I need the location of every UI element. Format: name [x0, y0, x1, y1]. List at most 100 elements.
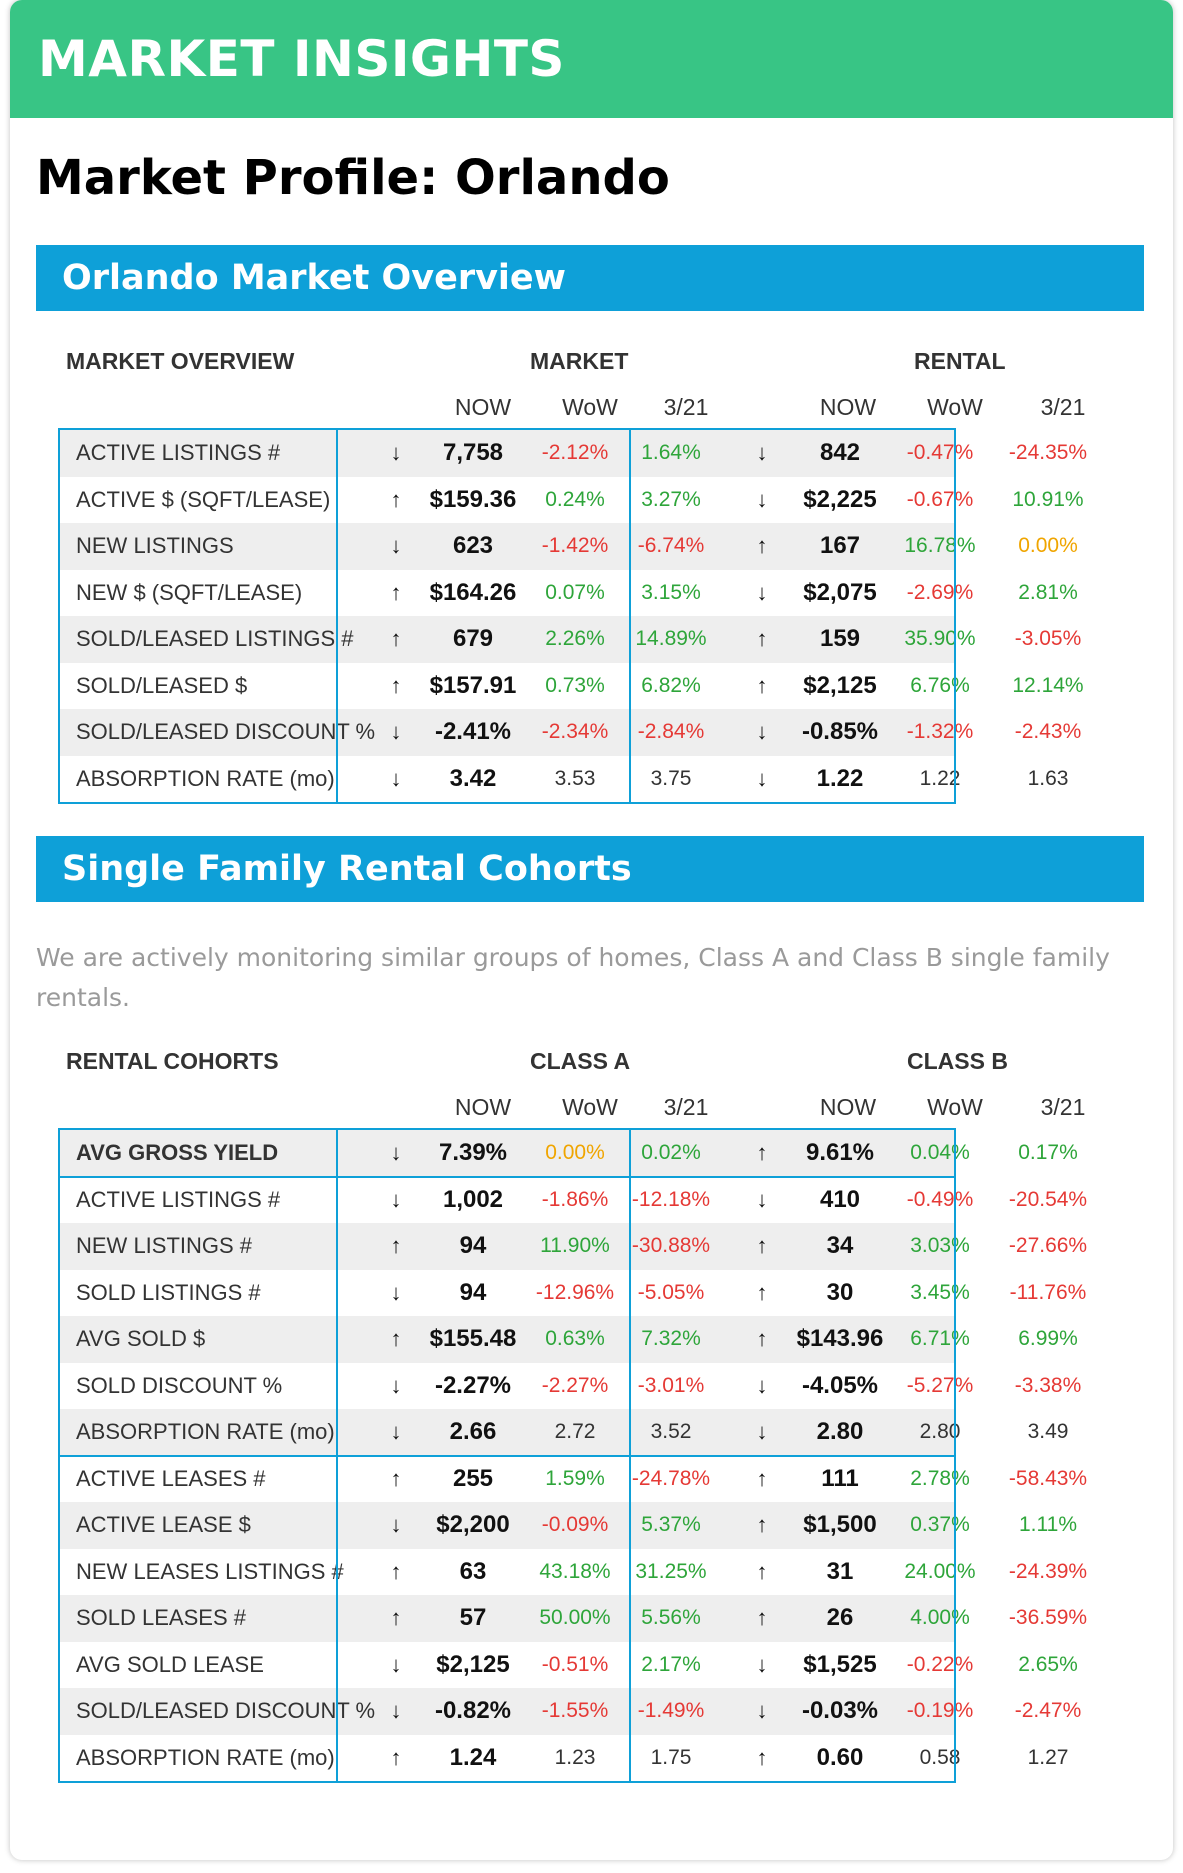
cohorts-sub-now-b: NOW [819, 1094, 877, 1120]
overview-sub-now-b: NOW [819, 394, 877, 420]
value-now: $2,200 [436, 1511, 510, 1539]
value-wow: -0.51% [541, 1652, 609, 1676]
value-date: -1.49% [637, 1699, 705, 1723]
value-wow: 24.00% [904, 1559, 976, 1583]
table-row: NEW LISTINGS # ↑ 94 11.90% -30.88% ↑ 34 3.03% -2… [60, 1223, 1087, 1270]
value-wow: -0.22% [906, 1652, 974, 1676]
value-wow: -2.34% [541, 720, 609, 744]
row-label: SOLD DISCOUNT % [76, 1372, 283, 1398]
value-wow: -5.27% [906, 1373, 974, 1397]
row-label: AVG GROSS YIELD [76, 1140, 279, 1166]
overview-sub-wow-b: WoW [927, 394, 983, 420]
value-now: 2.80 [816, 1418, 864, 1446]
value-wow: -2.69% [906, 580, 974, 604]
trend-arrow-icon: ↓ [390, 533, 402, 559]
value-now: 2.66 [449, 1418, 497, 1446]
value-now: -2.41% [434, 718, 512, 746]
cohorts-sub-date-a: 3/21 [663, 1094, 709, 1120]
row-label: ACTIVE LISTINGS # [76, 440, 281, 466]
value-wow: 6.76% [910, 673, 970, 697]
value-now: 26 [826, 1604, 854, 1632]
trend-arrow-icon: ↑ [390, 579, 402, 605]
value-now: $2,125 [803, 671, 877, 699]
value-date: -5.05% [637, 1280, 705, 1304]
value-date: -24.39% [1008, 1559, 1088, 1583]
value-wow: 3.45% [910, 1280, 970, 1304]
column-divider [336, 428, 338, 804]
value-wow: 0.04% [910, 1141, 970, 1165]
table-row: SOLD/LEASED $ ↑ $157.91 0.73% 6.82% ↑ $2,125 6.… [60, 663, 1084, 710]
value-now: 111 [821, 1464, 859, 1492]
value-wow: 1.59% [545, 1466, 605, 1490]
group-divider [58, 1454, 956, 1457]
value-wow: 4.00% [910, 1606, 970, 1630]
cohorts-group-class-a: CLASS A [530, 1048, 631, 1074]
table-row: SOLD/LEASED LISTINGS # ↑ 679 2.26% 14.89% ↑ 15… [60, 616, 1081, 663]
row-label: SOLD/LEASED LISTINGS # [76, 626, 354, 652]
value-wow: 0.24% [545, 487, 605, 511]
value-date: -6.74% [637, 534, 705, 558]
cohorts-sub-wow-b: WoW [927, 1094, 983, 1120]
table-row: ABSORPTION RATE (mo) ↓ 2.66 2.72 3.52 ↓ 2.80 2.… [60, 1409, 1068, 1456]
group-divider [58, 1175, 956, 1178]
value-now: 30 [826, 1278, 854, 1306]
value-now: 842 [819, 439, 861, 467]
row-label: ACTIVE LISTINGS # [76, 1186, 281, 1212]
value-date: 31.25% [635, 1559, 707, 1583]
value-now: $157.91 [429, 671, 517, 699]
trend-arrow-icon: ↓ [390, 1372, 402, 1398]
value-wow: 6.71% [910, 1327, 970, 1351]
value-now: -2.27% [434, 1371, 512, 1399]
value-wow: 2.26% [545, 627, 605, 651]
value-now: $1,525 [803, 1650, 877, 1678]
value-wow: 11.90% [540, 1234, 610, 1258]
value-date: 12.14% [1012, 673, 1084, 697]
row-label: NEW LISTINGS # [76, 1233, 253, 1259]
value-date: -11.76% [1009, 1280, 1087, 1304]
value-date: 2.17% [641, 1652, 701, 1676]
value-wow: 16.78% [904, 534, 976, 558]
cohorts-section-title: Single Family Rental Cohorts [36, 836, 1144, 902]
value-date: 14.89% [635, 627, 707, 651]
table-row: AVG GROSS YIELD ↓ 7.39% 0.00% 0.02% ↑ 9.61% 0.0… [60, 1130, 1078, 1177]
trend-arrow-icon: ↑ [756, 533, 768, 559]
value-date: 0.00% [1018, 534, 1078, 558]
row-label: ACTIVE LEASES # [76, 1465, 266, 1491]
value-now: 623 [452, 532, 494, 560]
value-now: $2,225 [803, 485, 877, 513]
overview-sub-wow-a: WoW [562, 394, 618, 420]
trend-arrow-icon: ↓ [390, 1698, 402, 1724]
value-wow: 43.18% [539, 1559, 611, 1583]
trend-arrow-icon: ↓ [756, 719, 768, 745]
table-row: SOLD/LEASED DISCOUNT % ↓ -0.82% -1.55% -1.49… [60, 1688, 1081, 1735]
value-wow: -2.27% [541, 1373, 609, 1397]
trend-arrow-icon: ↑ [756, 1279, 768, 1305]
value-date: -2.43% [1014, 720, 1082, 744]
trend-arrow-icon: ↑ [756, 672, 768, 698]
value-now: $159.36 [429, 485, 517, 513]
value-date: 1.63 [1027, 766, 1069, 790]
trend-arrow-icon: ↓ [390, 1279, 402, 1305]
value-now: 679 [452, 625, 494, 653]
value-wow: 3.53 [554, 766, 596, 790]
value-date: 1.11% [1019, 1513, 1077, 1537]
table-row: NEW LISTINGS ↓ 623 -1.42% -6.74% ↑ 167 16.78% 0.… [60, 523, 1078, 570]
value-now: 159 [819, 625, 861, 653]
table-row: ABSORPTION RATE (mo) ↓ 3.42 3.53 3.75 ↓ 1.22 1.… [60, 756, 1068, 803]
row-label: NEW LEASES LISTINGS # [76, 1558, 344, 1584]
table-row: NEW $ (SQFT/LEASE) ↑ $164.26 0.07% 3.15% ↓ $2,… [60, 570, 1078, 617]
value-date: -24.78% [631, 1466, 711, 1490]
value-date: -2.47% [1014, 1699, 1082, 1723]
row-label: SOLD/LEASED $ [76, 672, 248, 698]
value-wow: -12.96% [535, 1280, 615, 1304]
value-wow: 0.73% [545, 673, 605, 697]
value-date: 5.37% [641, 1513, 701, 1537]
cohorts-description: We are actively monitoring similar group… [36, 943, 1110, 1012]
trend-arrow-icon: ↑ [756, 1233, 768, 1259]
row-label: ABSORPTION RATE (mo) [76, 1419, 335, 1445]
row-label: ACTIVE $ (SQFT/LEASE) [76, 486, 331, 512]
trend-arrow-icon: ↑ [390, 1465, 402, 1491]
trend-arrow-icon: ↓ [390, 1419, 402, 1445]
trend-arrow-icon: ↓ [390, 440, 402, 466]
trend-arrow-icon: ↑ [756, 1512, 768, 1538]
